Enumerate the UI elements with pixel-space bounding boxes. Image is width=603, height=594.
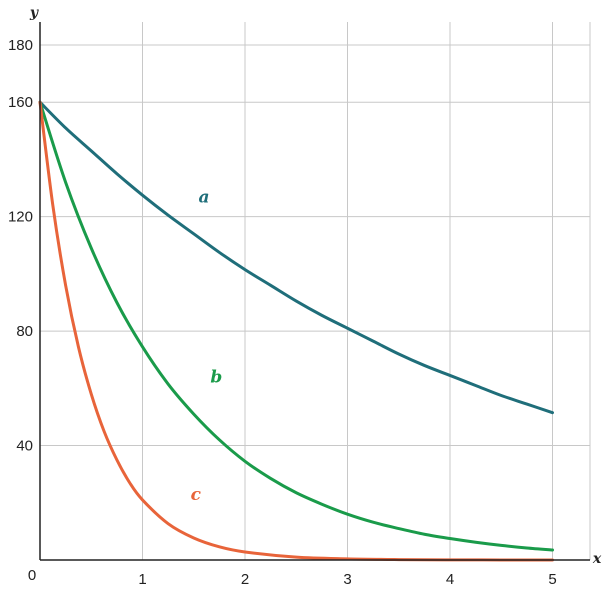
x-axis-label: x xyxy=(592,551,602,567)
x-tick-label: 3 xyxy=(343,571,351,588)
y-tick-label: 40 xyxy=(16,438,33,455)
x-tick-label: 4 xyxy=(446,571,454,588)
series-labels: a b c xyxy=(191,187,223,505)
axes xyxy=(39,22,590,561)
series-label-b: b xyxy=(210,368,222,388)
origin-label: 0 xyxy=(28,567,36,584)
y-tick-label: 160 xyxy=(8,94,33,111)
series-label-c: c xyxy=(191,485,202,505)
series-line-a xyxy=(38,100,554,415)
y-axis-label: y xyxy=(29,5,39,21)
x-tick-label: 2 xyxy=(241,571,249,588)
x-tick-label: 5 xyxy=(548,571,556,588)
tick-labels: 1 2 3 4 5 40 80 120 160 180 xyxy=(8,37,557,588)
y-tick-label: 80 xyxy=(16,323,33,340)
x-tick-label: 1 xyxy=(138,571,146,588)
y-tick-label: 120 xyxy=(8,209,33,226)
series-label-a: a xyxy=(198,187,209,207)
series-line-b xyxy=(38,100,554,552)
y-tick-label: 180 xyxy=(8,37,33,54)
grid-lines xyxy=(40,22,591,560)
